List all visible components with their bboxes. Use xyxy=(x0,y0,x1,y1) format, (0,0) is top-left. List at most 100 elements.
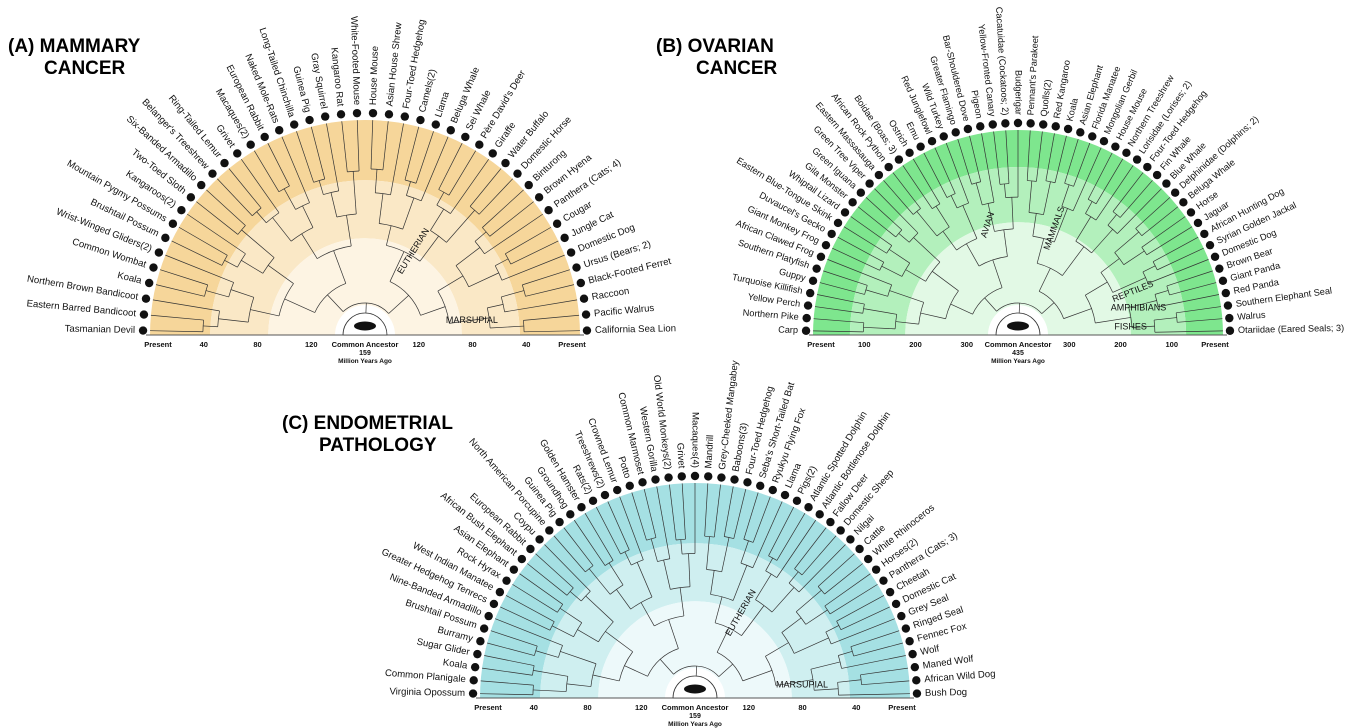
ancestor-label: Common Ancestor xyxy=(662,703,729,712)
tree-branch xyxy=(267,143,290,187)
clade-label: MARSUPIAL xyxy=(446,315,498,325)
tree-branch xyxy=(816,294,865,305)
animal-silhouette-icon xyxy=(802,313,811,323)
animal-silhouette-icon xyxy=(1205,240,1215,250)
time-tick-label: 40 xyxy=(852,703,860,712)
tree-arc xyxy=(794,568,803,576)
axis-caption: Million Years Ago xyxy=(668,721,722,728)
animal-silhouette-icon xyxy=(186,193,196,202)
tree-branch xyxy=(505,595,555,622)
tree-branch xyxy=(165,254,234,283)
tree-branch xyxy=(310,126,326,180)
tree-arc xyxy=(278,283,294,316)
time-tick-label: Present xyxy=(1201,340,1229,349)
clade-label: FISHES xyxy=(1114,321,1147,331)
tree-branch xyxy=(573,519,606,566)
tree-branch xyxy=(420,136,449,201)
animal-silhouette-icon xyxy=(572,263,581,272)
animal-silhouette-icon xyxy=(863,554,873,564)
tree-branch xyxy=(352,171,357,215)
animal-silhouette-icon xyxy=(220,158,229,168)
species-label: Grivet xyxy=(674,443,687,470)
tree-branch xyxy=(402,197,415,230)
tree-branch xyxy=(874,188,919,234)
tree-branch xyxy=(824,563,863,595)
tree-branch xyxy=(1123,250,1145,265)
tree-branch xyxy=(765,642,789,657)
tree-branch xyxy=(935,205,950,228)
tree-arc xyxy=(609,584,624,595)
tree-branch xyxy=(823,270,868,286)
animal-silhouette-icon xyxy=(1099,137,1109,146)
tree-branch xyxy=(805,609,828,625)
time-tick-label: Present xyxy=(807,340,835,349)
ancestor-label: Common Ancestor xyxy=(985,340,1052,349)
tree-branch xyxy=(1095,165,1134,221)
tree-branch xyxy=(975,182,983,206)
tree-branch xyxy=(608,562,624,586)
tree-arc xyxy=(918,302,924,325)
tree-branch xyxy=(1158,294,1220,308)
animal-silhouette-icon xyxy=(865,179,874,188)
animal-silhouette-icon xyxy=(275,126,284,135)
animal-silhouette-icon xyxy=(803,301,813,310)
tree-branch xyxy=(436,192,445,206)
species-label: Koala xyxy=(442,657,468,671)
tree-branch xyxy=(838,693,910,696)
time-tick-label: Present xyxy=(144,340,172,349)
panel-a-title-line2: CANCER xyxy=(44,58,126,79)
tree-branch xyxy=(150,314,204,321)
tree-branch xyxy=(710,570,715,595)
band-mid xyxy=(210,180,520,335)
animal-silhouette-icon xyxy=(534,193,544,202)
tree-branch xyxy=(680,539,683,555)
tree-arc xyxy=(886,245,893,254)
panel-a-title-line1: (A) MAMMARY xyxy=(8,36,141,57)
time-tick-label: 100 xyxy=(1165,340,1178,349)
animal-silhouette-icon xyxy=(939,132,948,141)
tree-arc xyxy=(1028,212,1044,216)
tree-branch xyxy=(916,211,938,237)
animal-silhouette-icon xyxy=(801,326,811,335)
tree-branch xyxy=(853,642,903,657)
tree-arc xyxy=(996,302,1043,314)
animal-silhouette-icon xyxy=(910,662,920,672)
tree-branch xyxy=(230,289,254,298)
band-inner xyxy=(905,222,1131,335)
tree-arc xyxy=(714,622,742,636)
animal-silhouette-icon xyxy=(988,120,997,129)
tree-branch xyxy=(553,535,586,573)
band-outer xyxy=(813,130,1223,335)
animal-silhouette-icon xyxy=(544,205,553,215)
tree-arc xyxy=(1038,291,1064,319)
tree-branch xyxy=(838,650,853,656)
tree-branch xyxy=(205,290,229,298)
animal-silhouette-icon xyxy=(566,248,576,257)
tree-arc xyxy=(895,229,903,238)
tree-branch xyxy=(389,251,405,282)
animal-silhouette-icon xyxy=(470,662,480,672)
band-mid xyxy=(540,543,850,698)
tree-arc xyxy=(342,302,389,314)
tree-branch xyxy=(585,595,614,623)
tree-branch xyxy=(341,121,348,172)
ancestor-age: 159 xyxy=(359,350,371,357)
animal-silhouette-icon xyxy=(690,471,700,481)
tree-branch xyxy=(196,201,239,235)
tree-branch xyxy=(489,201,534,237)
tree-branch xyxy=(841,655,906,669)
tree-branch xyxy=(206,189,246,226)
time-tick-label: 40 xyxy=(200,340,208,349)
tree-arc xyxy=(654,615,684,627)
species-label: Wolf xyxy=(919,643,940,658)
tree-arc xyxy=(1175,312,1178,323)
tree-branch xyxy=(781,617,802,633)
tree-branch xyxy=(969,135,982,182)
tree-branch xyxy=(831,618,895,645)
tree-branch xyxy=(1091,229,1113,254)
animal-silhouette-icon xyxy=(927,137,937,146)
axis-caption: Million Years Ago xyxy=(338,358,392,365)
tree-branch xyxy=(1075,216,1092,242)
tree-branch xyxy=(404,126,420,181)
tree-arc xyxy=(894,314,898,329)
